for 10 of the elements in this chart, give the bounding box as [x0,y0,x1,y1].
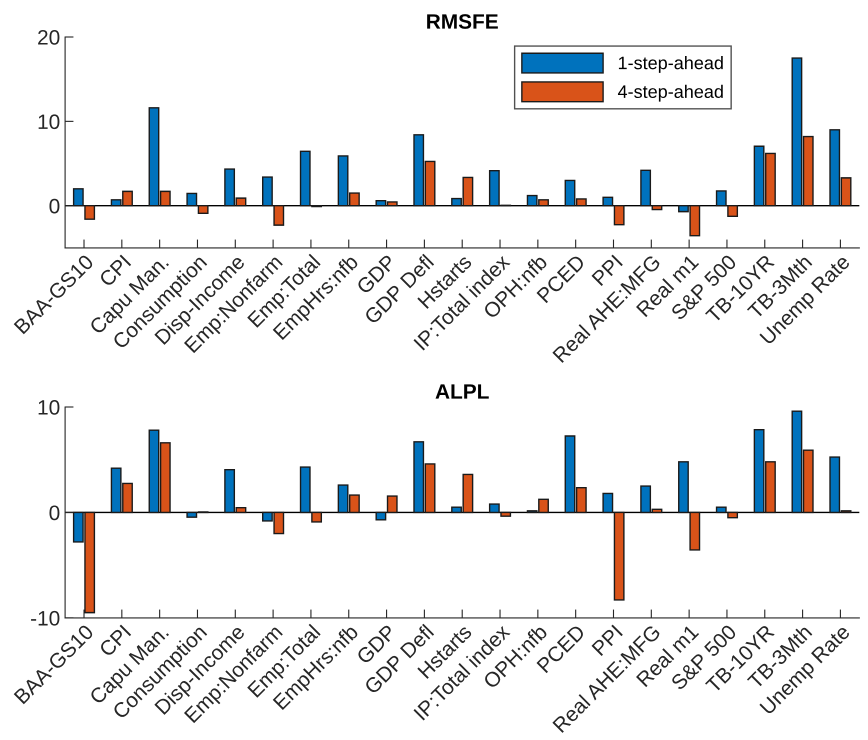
y-tick-label: 10 [38,114,60,130]
y-tick-label: 20 [38,30,60,45]
y-tick-label: 0 [49,505,60,520]
y-tick-label: -10 [31,610,60,626]
legend-label: 1-step-ahead [618,56,723,73]
chart-title: RMSFE [427,14,498,29]
legend-label: 4-step-ahead [618,84,723,102]
y-tick-label: 10 [38,400,60,415]
y-tick-label: 0 [49,198,60,214]
chart-title: ALPL [436,384,489,399]
